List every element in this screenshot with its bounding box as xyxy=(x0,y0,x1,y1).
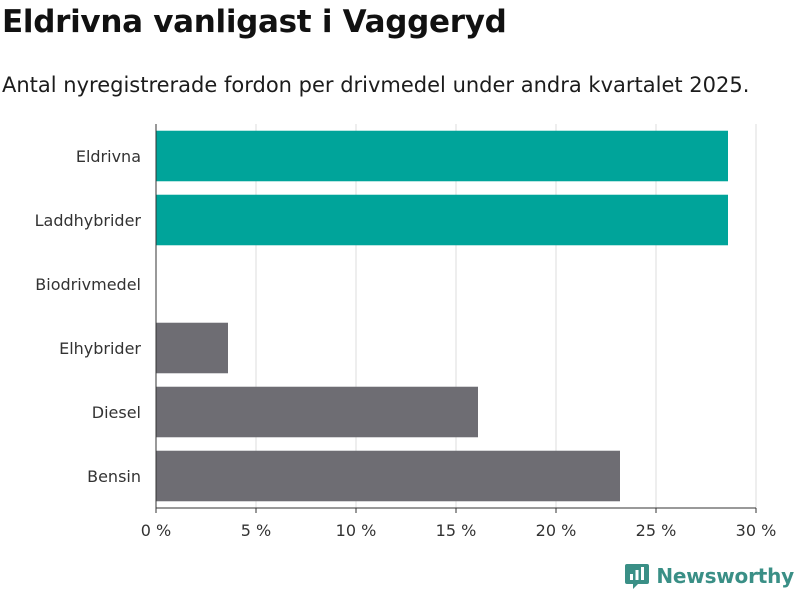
category-label: Diesel xyxy=(92,403,141,422)
category-label: Eldrivna xyxy=(76,147,141,166)
bar-diesel[interactable] xyxy=(156,386,478,438)
category-labels: Eldrivna Laddhybrider Biodrivmedel Elhybrid… xyxy=(35,147,142,486)
x-tick-label: 30 % xyxy=(736,521,777,540)
bars xyxy=(156,130,728,502)
chart-subtitle: Antal nyregistrerade fordon per drivmede… xyxy=(2,73,750,97)
chart-title: Eldrivna vanligast i Vaggeryd xyxy=(2,4,507,40)
bar-bensin[interactable] xyxy=(156,450,620,502)
x-tick-label: 20 % xyxy=(536,521,577,540)
x-tick-label: 15 % xyxy=(436,521,477,540)
x-tick-label: 0 % xyxy=(141,521,171,540)
newsworthy-logo-icon xyxy=(625,564,650,589)
bar-elhybrider[interactable] xyxy=(156,322,228,374)
grid-lines xyxy=(255,124,757,508)
brand-logo[interactable]: Newsworthy xyxy=(624,562,794,590)
x-tick-label: 5 % xyxy=(241,521,271,540)
category-label: Biodrivmedel xyxy=(35,275,141,294)
bar-laddhybrider[interactable] xyxy=(156,194,728,246)
brand-name: Newsworthy xyxy=(656,564,794,588)
x-tick-label: 25 % xyxy=(636,521,677,540)
category-label: Elhybrider xyxy=(59,339,141,358)
x-tick-label: 10 % xyxy=(336,521,377,540)
bar-eldrivna[interactable] xyxy=(156,130,728,182)
category-label: Laddhybrider xyxy=(35,211,142,230)
category-label: Bensin xyxy=(87,467,141,486)
x-axis: 0 % 5 % 10 % 15 % 20 % 25 % 30 % xyxy=(141,124,777,540)
bar-chart: Eldrivna Laddhybrider Biodrivmedel Elhybrid… xyxy=(35,124,777,540)
